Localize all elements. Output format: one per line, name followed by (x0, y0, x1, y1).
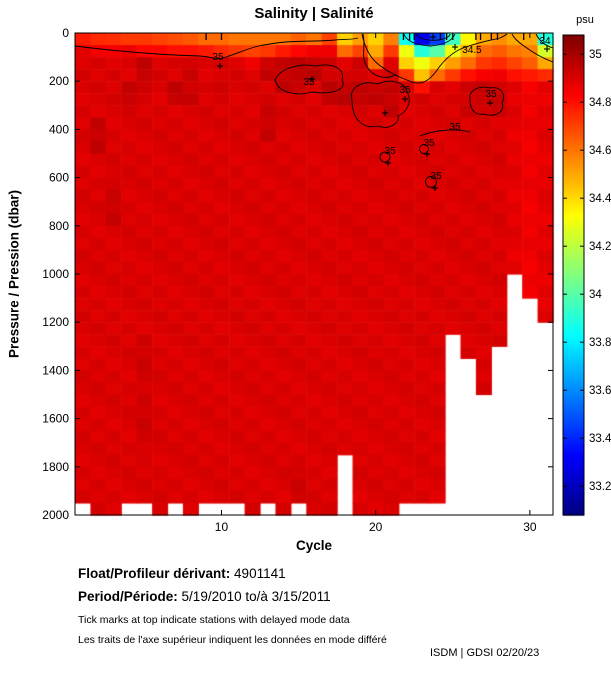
contour-label-35: 35 (430, 171, 442, 182)
contour-label-34.5: 34.5 (462, 45, 482, 56)
note-delayed-mode-fr: Les traits de l'axe supérieur indiquent … (78, 634, 387, 646)
colorbar-tick-label: 33.2 (589, 481, 611, 493)
float-id-line: Float/Profileur dérivant: 4901141 (78, 566, 286, 581)
contour-line-35 (419, 144, 429, 154)
colorbar-tick-label: 33.4 (589, 433, 611, 445)
x-axis-label: Cycle (296, 538, 333, 553)
period-line: Period/Période: 5/19/2010 to/à 3/15/2011 (78, 589, 331, 604)
contour-line-35 (425, 176, 437, 188)
contour-line-35 (74, 37, 359, 59)
x-axis-tick-label: 10 (215, 520, 229, 534)
credit-isdm-gdsi: ISDM | GDSI 02/20/23 (430, 647, 540, 659)
contour-label-35: 35 (485, 89, 497, 100)
colorbar-tick-label: 34.8 (589, 97, 611, 109)
y-axis-tick-label: 1800 (42, 460, 69, 474)
contour-line-34 (403, 33, 456, 47)
period-label: Period/Période: (78, 589, 178, 604)
float-id-value: 4901141 (234, 566, 286, 581)
contour-line-35 (350, 80, 410, 128)
y-axis-tick-label: 1000 (42, 267, 69, 281)
plot-frame (74, 32, 554, 516)
y-axis-tick-label: 600 (49, 171, 69, 185)
y-axis-tick-label: 1600 (42, 412, 69, 426)
contour-line-35 (274, 64, 344, 95)
x-axis-tick-label: 30 (523, 520, 537, 534)
contour-label-35: 35 (212, 52, 224, 63)
colorbar-tick-label: 34.6 (589, 145, 611, 157)
colorbar-tick-label: 33.8 (589, 337, 611, 349)
float-id-label: Float/Profileur dérivant: (78, 566, 231, 581)
y-axis-tick-label: 800 (49, 219, 69, 233)
colorbar-frame (562, 34, 585, 516)
contour-line-35 (362, 33, 397, 78)
contour-line-34 (535, 33, 554, 49)
y-axis-tick-label: 0 (62, 26, 69, 40)
contour-line-34.5 (511, 33, 554, 63)
x-axis-tick-label: 20 (369, 520, 383, 534)
contour-label-34: 34 (539, 36, 551, 47)
y-axis-tick-label: 2000 (42, 508, 69, 522)
contour-line-35 (469, 86, 504, 116)
colorbar-tick-label: 35 (589, 49, 602, 61)
contour-label-35: 35 (449, 122, 461, 133)
contour-line-35 (379, 151, 391, 163)
colorbar-tick-label: 33.6 (589, 385, 611, 397)
contour-label-35: 35 (423, 138, 435, 149)
period-value: 5/19/2010 to/à 3/15/2011 (181, 589, 331, 604)
contour-label-35: 35 (384, 146, 396, 157)
contour-line-34 (415, 33, 451, 41)
colorbar-tick-label: 34 (589, 289, 602, 301)
y-axis-tick-label: 200 (49, 74, 69, 88)
y-axis-tick-label: 400 (49, 122, 69, 136)
note-delayed-mode-en: Tick marks at top indicate stations with… (78, 614, 350, 626)
colorbar-tick-label: 34.2 (589, 241, 611, 253)
y-axis-tick-label: 1400 (42, 363, 69, 377)
contour-line-35 (419, 129, 471, 137)
contour-line-34.5 (361, 33, 508, 84)
colorbar-tick-label: 34.4 (589, 193, 611, 205)
y-axis-tick-label: 1200 (42, 315, 69, 329)
contour-label-35: 35 (303, 77, 315, 88)
contour-label-35: 35 (399, 85, 411, 96)
